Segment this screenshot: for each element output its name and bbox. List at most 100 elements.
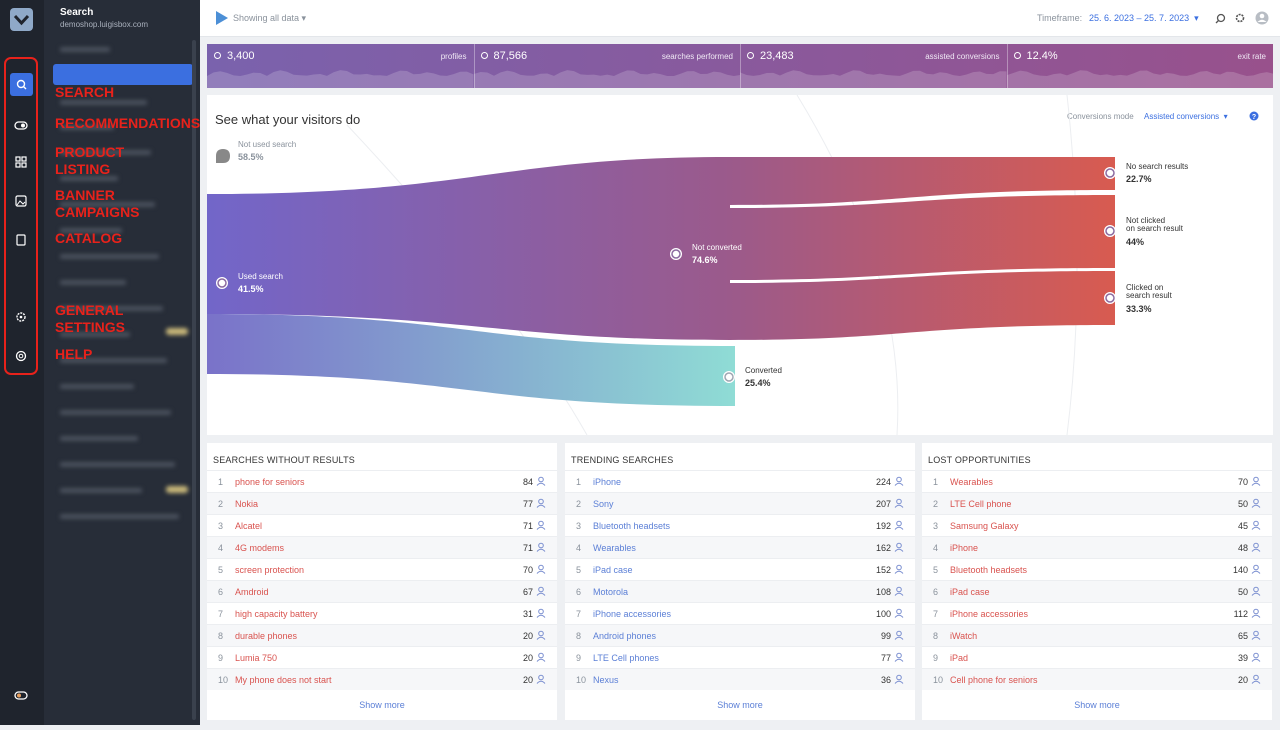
user-icon[interactable] [894, 542, 904, 552]
table-row[interactable]: 6 Motorola 108 [565, 580, 915, 602]
term[interactable]: iPad [950, 653, 969, 663]
term[interactable]: Sony [593, 499, 614, 509]
term[interactable]: Amdroid [235, 587, 269, 597]
active-item[interactable] [53, 64, 193, 85]
user-icon[interactable] [894, 630, 904, 640]
user-icon[interactable] [1251, 520, 1261, 530]
table-row[interactable]: 4 4G modems 71 [207, 536, 557, 558]
table-row[interactable]: 6 Amdroid 67 [207, 580, 557, 602]
user-icon[interactable] [1251, 542, 1261, 552]
term[interactable]: Nokia [235, 499, 259, 509]
table-row[interactable]: 2 Nokia 77 [207, 492, 557, 514]
term[interactable]: Android phones [593, 631, 657, 641]
recommendations-icon[interactable] [14, 121, 28, 130]
logo[interactable] [10, 8, 33, 31]
user-icon[interactable] [1251, 476, 1261, 486]
toggle-icon[interactable] [14, 691, 28, 700]
table-row[interactable]: 1 Wearables 70 [922, 470, 1272, 492]
term[interactable]: Bluetooth headsets [593, 521, 671, 531]
help-icon[interactable] [15, 350, 27, 362]
table-row[interactable]: 8 iWatch 65 [922, 624, 1272, 646]
user-icon[interactable] [894, 608, 904, 618]
catalog-icon[interactable] [16, 234, 26, 246]
table-row[interactable]: 9 LTE Cell phones 77 [565, 646, 915, 668]
table-row[interactable]: 5 screen protection 70 [207, 558, 557, 580]
show-more[interactable]: Show more [359, 700, 405, 710]
table-row[interactable]: 8 Android phones 99 [565, 624, 915, 646]
user-icon[interactable] [894, 498, 904, 508]
table-row[interactable]: 4 Wearables 162 [565, 536, 915, 558]
table-row[interactable]: 3 Bluetooth headsets 192 [565, 514, 915, 536]
table-row[interactable]: 5 Bluetooth headsets 140 [922, 558, 1272, 580]
banner-icon[interactable] [15, 195, 27, 207]
user-icon[interactable] [536, 652, 546, 662]
term[interactable]: iPhone [593, 477, 622, 487]
term[interactable]: durable phones [235, 631, 298, 641]
user-icon[interactable] [1251, 608, 1261, 618]
user-icon[interactable] [894, 476, 904, 486]
user-icon[interactable] [536, 520, 546, 530]
term[interactable]: Samsung Galaxy [950, 521, 1019, 531]
table-row[interactable]: 9 iPad 39 [922, 646, 1272, 668]
table-row[interactable]: 7 iPhone accessories 100 [565, 602, 915, 624]
shop-name[interactable]: demoshop.luigisbox.com [60, 20, 149, 29]
table-row[interactable]: 8 durable phones 20 [207, 624, 557, 646]
term[interactable]: Cell phone for seniors [950, 675, 1038, 685]
term[interactable]: iPhone accessories [950, 609, 1029, 619]
top-icons[interactable] [1214, 11, 1274, 27]
term[interactable]: iPhone accessories [593, 609, 672, 619]
term[interactable]: Alcatel [235, 521, 263, 531]
term[interactable]: Wearables [950, 477, 993, 487]
term[interactable]: Motorola [593, 587, 629, 597]
user-icon[interactable] [894, 674, 904, 684]
term[interactable]: iPad case [950, 587, 990, 597]
table-row[interactable]: 1 iPhone 224 [565, 470, 915, 492]
settings-icon[interactable] [16, 312, 26, 322]
user-icon[interactable] [536, 674, 546, 684]
user-icon[interactable] [894, 564, 904, 574]
table-row[interactable]: 10 Nexus 36 [565, 668, 915, 690]
term[interactable]: Nexus [593, 675, 619, 685]
user-icon[interactable] [536, 542, 546, 552]
show-more[interactable]: Show more [717, 700, 763, 710]
term[interactable]: high capacity battery [235, 609, 318, 619]
term[interactable]: 4G modems [235, 543, 285, 553]
user-icon[interactable] [536, 608, 546, 618]
table-row[interactable]: 6 iPad case 50 [922, 580, 1272, 602]
user-icon[interactable] [1251, 652, 1261, 662]
show-more[interactable]: Show more [1074, 700, 1120, 710]
table-row[interactable]: 3 Alcatel 71 [207, 514, 557, 536]
user-icon[interactable] [1251, 674, 1261, 684]
user-icon[interactable] [536, 564, 546, 574]
listing-icon[interactable] [15, 156, 27, 168]
term[interactable]: Lumia 750 [235, 653, 278, 663]
term[interactable]: Bluetooth headsets [950, 565, 1028, 575]
term[interactable]: iWatch [950, 631, 978, 641]
user-icon[interactable] [1251, 630, 1261, 640]
table-row[interactable]: 3 Samsung Galaxy 45 [922, 514, 1272, 536]
table-row[interactable]: 5 iPad case 152 [565, 558, 915, 580]
mode-select[interactable]: Assisted conversions ▾ [1144, 112, 1228, 121]
scope-select[interactable]: Showing all data ▾ [233, 13, 307, 23]
term[interactable]: screen protection [235, 565, 305, 575]
term[interactable]: iPad case [593, 565, 633, 575]
user-icon[interactable] [536, 630, 546, 640]
table-row[interactable]: 9 Lumia 750 20 [207, 646, 557, 668]
user-icon[interactable] [536, 586, 546, 596]
search-icon[interactable] [10, 73, 33, 96]
user-icon[interactable] [1251, 586, 1261, 596]
user-icon[interactable] [894, 586, 904, 596]
term[interactable]: phone for seniors [235, 477, 305, 487]
table-row[interactable]: 2 Sony 207 [565, 492, 915, 514]
user-icon[interactable] [536, 498, 546, 508]
table-row[interactable]: 10 My phone does not start 20 [207, 668, 557, 690]
user-icon[interactable] [1251, 498, 1261, 508]
user-icon[interactable] [894, 520, 904, 530]
table-row[interactable]: 7 iPhone accessories 112 [922, 602, 1272, 624]
term[interactable]: My phone does not start [235, 675, 332, 685]
term[interactable]: Wearables [593, 543, 636, 553]
term[interactable]: LTE Cell phones [593, 653, 659, 663]
table-row[interactable]: 10 Cell phone for seniors 20 [922, 668, 1272, 690]
term[interactable]: iPhone [950, 543, 979, 553]
table-row[interactable]: 7 high capacity battery 31 [207, 602, 557, 624]
